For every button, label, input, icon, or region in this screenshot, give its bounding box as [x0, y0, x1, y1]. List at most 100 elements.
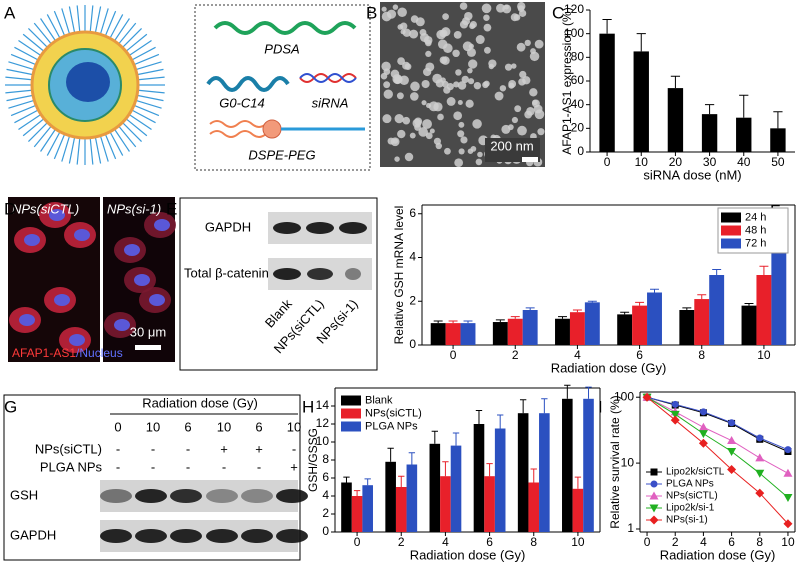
marker	[755, 453, 765, 462]
x-tick-label: 4	[700, 535, 707, 549]
y-axis-label: AFAP1-AS1 expression (%)	[560, 7, 574, 154]
error-bar	[650, 288, 659, 293]
bar	[667, 88, 684, 152]
marker	[727, 436, 737, 445]
nucleus	[149, 294, 165, 306]
band	[170, 489, 202, 503]
particle	[397, 57, 405, 65]
error-bar	[759, 265, 769, 275]
marker	[670, 410, 680, 419]
lipid-tail	[209, 120, 267, 138]
peg-ray	[104, 132, 117, 160]
particle	[457, 130, 465, 138]
peg-ray	[136, 76, 165, 81]
x-tick-label: 0	[604, 155, 611, 169]
x-tick-label: 6	[728, 535, 735, 549]
particle	[526, 107, 535, 116]
y-tick-label: 0	[577, 144, 584, 158]
particle	[410, 15, 419, 23]
peg-ray	[8, 99, 36, 109]
band	[241, 529, 273, 543]
particle	[433, 102, 443, 112]
panel-letter: A	[4, 3, 16, 22]
x-tick-label: 10	[781, 535, 795, 549]
error-bar	[408, 452, 416, 465]
y-axis-label: Relative GSH mRNA level	[392, 206, 406, 345]
legend-marker	[649, 491, 659, 500]
legend-swatch	[721, 212, 741, 223]
particle	[444, 147, 451, 155]
nucleus	[49, 209, 65, 221]
bar	[633, 51, 649, 152]
y-tick-label: 10	[316, 434, 330, 448]
peg-ray	[28, 28, 49, 49]
bar	[756, 275, 772, 345]
bar	[430, 323, 446, 345]
particle	[455, 69, 462, 76]
error-bar	[574, 476, 582, 489]
error-bar	[448, 320, 458, 324]
peg-ray	[99, 8, 109, 36]
particle	[459, 20, 469, 29]
bar	[632, 305, 648, 345]
particle	[468, 59, 478, 69]
stain-label: AFAP1-AS1/Nucleus	[12, 346, 123, 360]
band	[307, 268, 333, 280]
particle	[453, 81, 460, 88]
condition-mark: -	[257, 459, 261, 474]
particle	[501, 124, 511, 134]
particle	[504, 63, 513, 71]
error-bar	[475, 410, 483, 424]
particle	[459, 2, 468, 10]
band	[241, 489, 273, 503]
x-axis-label: Radiation dose (Gy)	[551, 360, 667, 375]
peg-ray	[94, 135, 102, 164]
peg-ray	[124, 33, 148, 53]
band	[135, 489, 167, 503]
error-bar	[463, 320, 473, 324]
x-tick-label: 4	[574, 348, 581, 362]
particle	[381, 61, 391, 72]
particle	[435, 79, 444, 88]
band	[273, 222, 301, 234]
particle	[460, 136, 468, 144]
peg-ray	[5, 89, 34, 94]
peg-ray	[108, 14, 124, 40]
scale-label: 200 nm	[490, 138, 533, 153]
header: Radiation dose (Gy)	[142, 395, 258, 410]
scale-label: 30 μm	[130, 324, 166, 339]
particle	[531, 99, 540, 108]
particle	[441, 56, 450, 65]
x-tick-label: 8	[530, 535, 537, 549]
particle	[404, 63, 412, 70]
series-line	[646, 396, 789, 452]
bar	[709, 275, 725, 345]
x-tick-label: 30	[703, 155, 717, 169]
particle	[458, 121, 465, 128]
y-tick-label: 100	[614, 389, 634, 403]
particle	[409, 29, 419, 39]
particle	[437, 39, 448, 49]
peg-ray	[89, 136, 94, 165]
marker	[727, 447, 737, 456]
particle	[530, 48, 536, 54]
dose-label: 0	[114, 419, 121, 434]
row-label: GAPDH	[10, 527, 56, 542]
error-bar	[773, 111, 783, 129]
particle	[457, 81, 467, 90]
y-tick-label: 1	[627, 521, 634, 535]
particle	[392, 4, 399, 10]
particle	[483, 46, 491, 54]
legend-swatch	[341, 421, 361, 432]
peg-ray	[76, 5, 81, 34]
error-bar	[585, 386, 592, 399]
x-tick-label: 4	[442, 535, 449, 549]
core-center	[66, 62, 110, 102]
error-bar	[587, 300, 597, 303]
bar	[555, 318, 570, 345]
y-tick-label: 2	[409, 293, 416, 307]
series-line	[646, 396, 789, 451]
legend-label: 72 h	[745, 237, 766, 249]
particle	[513, 14, 521, 21]
